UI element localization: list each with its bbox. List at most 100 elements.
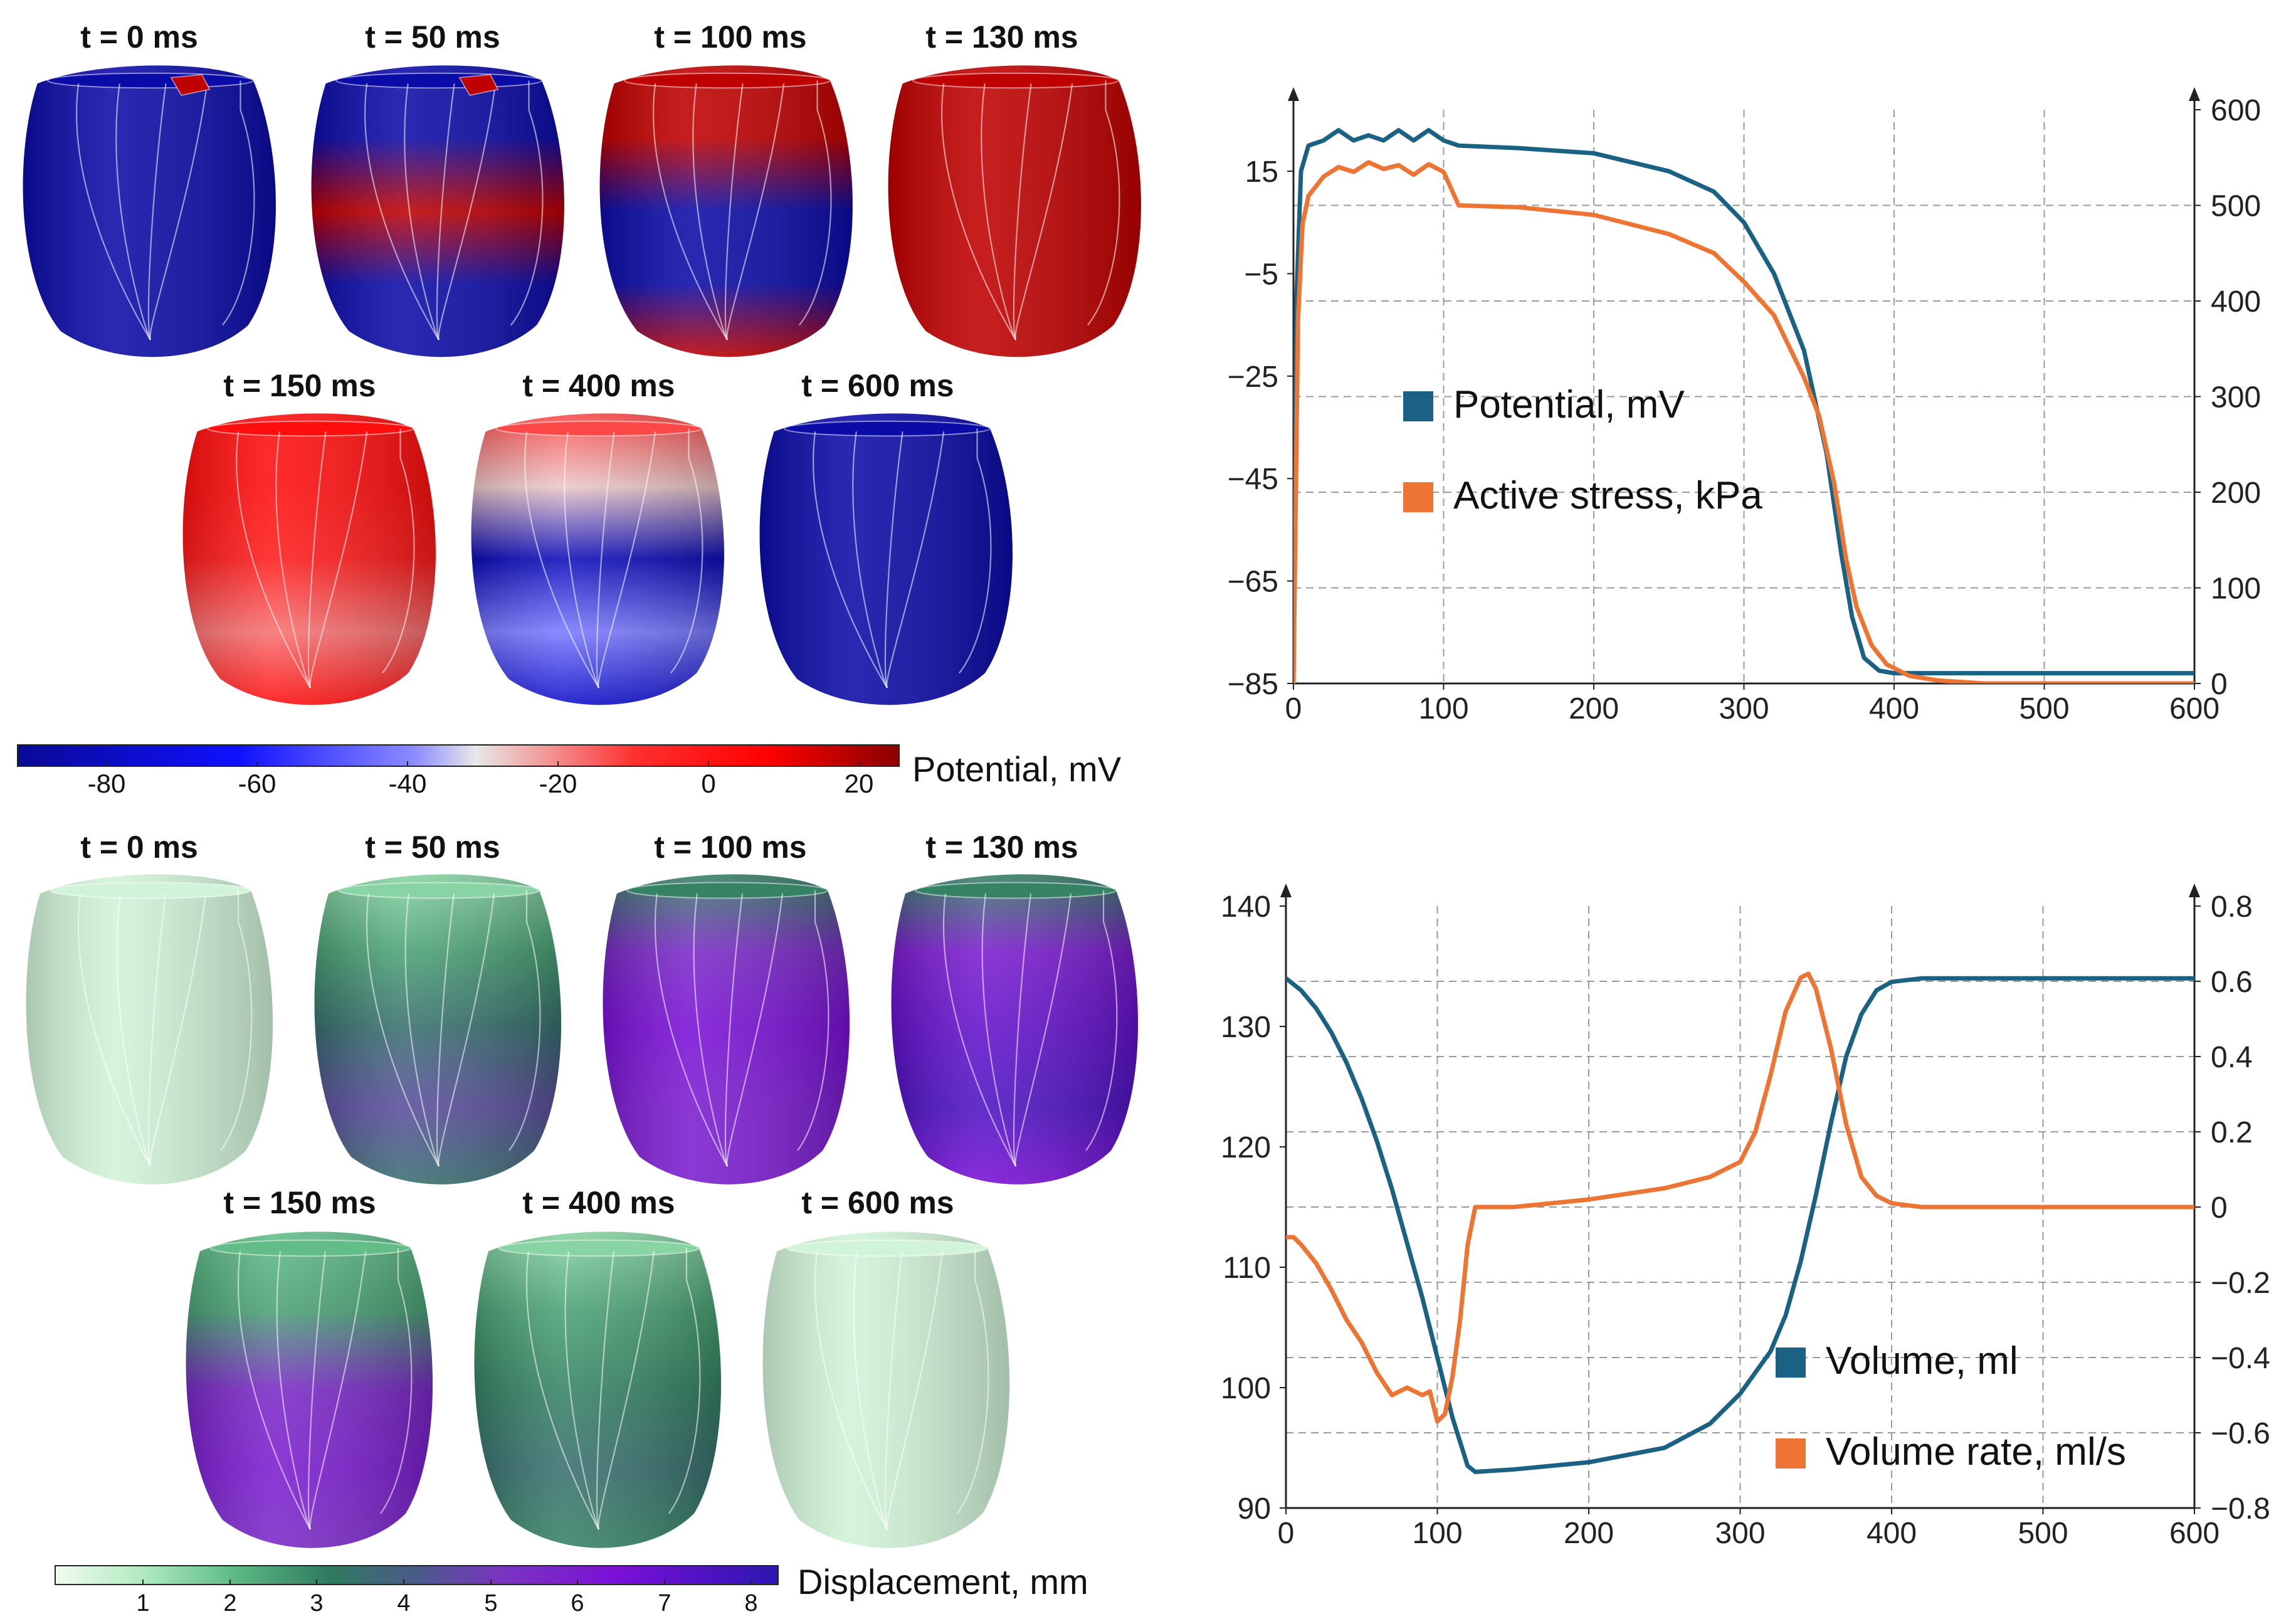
colorbar-tick-label: 7 xyxy=(658,1590,671,1616)
heart-contour-line xyxy=(147,83,167,340)
heart-contour-line xyxy=(307,431,327,688)
left-y-tick-label: −25 xyxy=(1228,361,1278,394)
heart-contour-line xyxy=(726,893,784,1167)
potential-colorbar-ticks: -80 -60 -40 -20 0 20 xyxy=(88,761,873,798)
heart-contour-line xyxy=(692,83,728,340)
colorbar-tick-label: 1 xyxy=(136,1590,149,1616)
series-line-secondary xyxy=(1293,160,2194,683)
heart-contour-line xyxy=(364,83,440,340)
legend-swatch xyxy=(1403,482,1433,512)
left-y-tick-label: −85 xyxy=(1228,668,1278,701)
heart-cut-edge xyxy=(798,80,832,326)
left-y-tick-label: 140 xyxy=(1221,890,1271,924)
heart-contour-line xyxy=(525,1251,599,1530)
x-tick-label: 400 xyxy=(1867,1517,1917,1550)
legend-swatch xyxy=(1776,1347,1806,1378)
heart-base-rim xyxy=(495,420,702,437)
series-line-primary xyxy=(1286,976,2194,1474)
left-y-tick-label: 15 xyxy=(1245,156,1278,189)
heart-contour-line xyxy=(237,1251,311,1530)
heart-model-pot-5 xyxy=(471,413,724,705)
heart-contour-line xyxy=(366,893,440,1167)
frame-time-label: t = 0 ms xyxy=(80,19,198,55)
displacement-colorbar-strip xyxy=(55,1565,779,1585)
heart-contour-line xyxy=(76,83,151,340)
heart-model-pot-0 xyxy=(23,65,276,357)
colorbar-tick-label: -20 xyxy=(539,769,577,798)
heart-contour-line xyxy=(564,431,599,688)
heart-cut-edge xyxy=(1085,890,1118,1151)
heart-base-rim xyxy=(498,1239,700,1257)
x-tick-label: 500 xyxy=(2018,1517,2068,1550)
x-tick-label: 500 xyxy=(2019,692,2069,725)
stimulus-hotspot xyxy=(458,74,499,96)
chart-grid xyxy=(1293,110,2194,683)
heart-contour-line xyxy=(886,1251,944,1530)
frame-time-label: t = 150 ms xyxy=(223,1185,376,1220)
left-y-tick-label: 130 xyxy=(1221,1011,1271,1044)
x-tick-label: 300 xyxy=(1715,1517,1765,1550)
chart-series xyxy=(1293,128,2194,683)
frame-time-label: t = 400 ms xyxy=(522,1185,675,1220)
heart-shading xyxy=(891,874,1139,1184)
left-y-tick-label: 100 xyxy=(1221,1372,1271,1405)
heart-shading xyxy=(759,413,1013,705)
right-y-tick-label: 300 xyxy=(2211,381,2261,414)
chart-axes: 0 100 200 300 400 500 600 140 130 120 110 100 90 0.8 0… xyxy=(1221,883,2270,1550)
legend-label: Volume, ml xyxy=(1826,1339,2018,1383)
heart-cut-edge xyxy=(668,1248,701,1514)
frame-time-label: t = 400 ms xyxy=(522,368,675,403)
heart-shading xyxy=(311,65,564,357)
chart-legend: Potential, mV Active stress, kPa xyxy=(1403,383,1762,517)
colorbar-tick-label: -40 xyxy=(389,769,427,798)
heart-contour-line xyxy=(149,893,207,1167)
legend-swatch xyxy=(1776,1438,1806,1469)
frame-time-label: t = 600 ms xyxy=(801,1185,954,1220)
heart-shading xyxy=(314,874,562,1184)
frame-time-label: t = 130 ms xyxy=(925,830,1078,865)
left-y-tick-label: 110 xyxy=(1223,1252,1271,1285)
heart-cut-edge xyxy=(510,80,544,326)
heart-contour-line xyxy=(1013,893,1032,1167)
right-axis-arrow xyxy=(2189,87,2200,101)
x-tick-label: 200 xyxy=(1569,692,1619,725)
heart-contour-line xyxy=(596,1251,615,1530)
heart-model-disp-5 xyxy=(474,1231,722,1548)
colorbar-tick-label: 6 xyxy=(571,1590,584,1616)
heart-contour-line xyxy=(653,83,728,340)
heart-contour-line xyxy=(981,893,1016,1167)
heart-base-rim xyxy=(626,882,828,899)
heart-cut-edge xyxy=(220,890,253,1151)
heart-model-disp-0 xyxy=(26,874,273,1184)
frame-time-label: t = 100 ms xyxy=(654,19,806,55)
heart-contour-line xyxy=(236,431,311,688)
left-y-tick-label: 90 xyxy=(1238,1492,1271,1526)
heart-contour-line xyxy=(814,1251,888,1530)
heart-model-pot-6 xyxy=(759,413,1013,705)
frame-time-label: t = 100 ms xyxy=(654,830,806,865)
heart-cut-edge xyxy=(670,428,703,674)
heart-model-disp-3 xyxy=(891,874,1139,1184)
heart-contour-line xyxy=(654,893,728,1167)
heart-contour-line xyxy=(404,893,440,1167)
heart-cut-edge xyxy=(508,890,541,1151)
heart-contour-line xyxy=(726,83,785,340)
legend-label: Potential, mV xyxy=(1453,383,1685,426)
series-line-secondary xyxy=(1286,971,2194,1424)
heart-contour-line xyxy=(147,893,167,1167)
heart-contour-line xyxy=(438,893,495,1167)
heart-base-rim xyxy=(338,882,540,899)
right-y-tick-label: 0 xyxy=(2211,1191,2228,1225)
heart-contour-line xyxy=(596,431,615,688)
left-y-tick-label: −65 xyxy=(1228,566,1278,599)
heart-model-disp-2 xyxy=(603,874,850,1184)
heart-contour-line xyxy=(436,83,455,340)
legend-swatch xyxy=(1403,391,1433,421)
potential-panel: t = 0 ms t = 50 ms t = 100 ms t = 130 ms t =… xyxy=(23,19,1141,705)
colorbar-tick-label: 3 xyxy=(310,1590,323,1616)
potential-colorbar-title: Potential, mV xyxy=(912,749,1122,789)
heart-cut-edge xyxy=(381,428,415,674)
left-y-tick-label: −5 xyxy=(1244,258,1278,291)
heart-contour-line xyxy=(116,893,151,1167)
